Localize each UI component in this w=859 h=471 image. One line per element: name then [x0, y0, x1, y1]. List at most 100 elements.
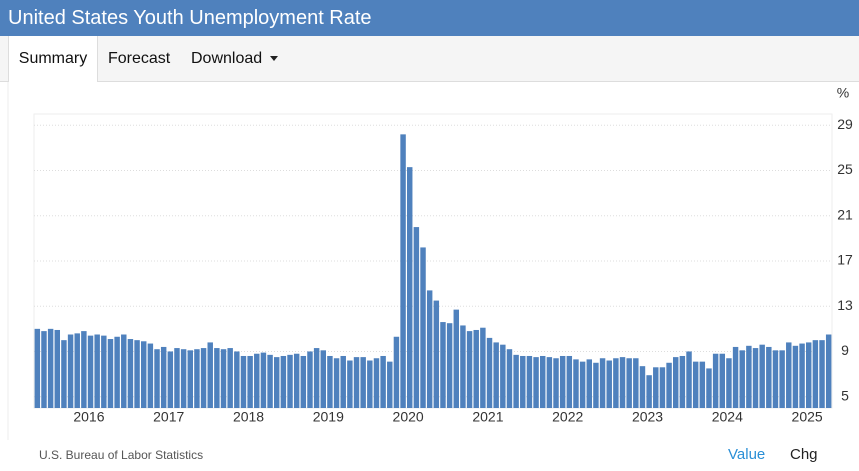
x-tick-label: 2019 [313, 409, 344, 425]
bar [719, 353, 726, 408]
unit-label: % [837, 85, 849, 101]
x-tick-label: 2022 [552, 409, 583, 425]
bar [187, 350, 194, 408]
value-link[interactable]: Value [728, 446, 766, 463]
y-tick-label: 13 [837, 297, 853, 313]
bar [393, 336, 400, 408]
bar [34, 328, 41, 408]
bar [300, 355, 307, 408]
bar [327, 355, 333, 408]
bar [293, 353, 300, 408]
bar [87, 335, 94, 408]
bar [147, 343, 154, 408]
bar [254, 353, 260, 408]
bar [247, 355, 253, 408]
bar [307, 351, 313, 408]
bar [347, 360, 353, 408]
bar [619, 357, 626, 408]
bar [280, 355, 287, 408]
bar [207, 342, 213, 408]
bar [94, 334, 100, 408]
bar [606, 360, 612, 408]
bar [54, 329, 61, 408]
bar [593, 362, 599, 408]
bar [513, 354, 519, 408]
bar [267, 354, 273, 408]
bar [227, 348, 233, 408]
x-tick-label: 2023 [632, 409, 663, 425]
bar [486, 337, 493, 408]
bar [646, 375, 652, 408]
y-tick-label: 9 [841, 342, 849, 358]
bar [420, 247, 426, 408]
bar [586, 359, 593, 408]
x-tick-label: 2020 [393, 409, 424, 425]
bar [573, 359, 579, 408]
bar [214, 348, 220, 408]
bar [520, 355, 526, 408]
bar [732, 346, 739, 408]
bar [61, 340, 67, 408]
y-tick-label: 25 [837, 161, 853, 177]
bar [493, 342, 499, 408]
bar [692, 361, 699, 408]
bar [639, 366, 646, 408]
bar [792, 345, 799, 408]
x-tick-label: 2021 [472, 409, 503, 425]
tab[interactable]: Summary [8, 36, 98, 82]
bar [699, 361, 706, 408]
bar [440, 322, 446, 408]
bar [566, 355, 573, 408]
bar [446, 323, 453, 408]
bar [367, 360, 373, 408]
x-tick-label: 2024 [712, 409, 743, 425]
bar [473, 329, 479, 408]
bar [786, 342, 792, 408]
bar [194, 349, 200, 408]
bar [672, 357, 679, 408]
bar [679, 355, 686, 408]
bar [200, 348, 207, 408]
bar [539, 355, 546, 408]
bar [154, 349, 160, 408]
bar [101, 335, 107, 408]
x-tick-label: 2018 [233, 409, 264, 425]
bar [220, 349, 227, 408]
bar [766, 346, 772, 408]
bar [825, 334, 832, 408]
bar [579, 361, 586, 408]
bar [160, 346, 167, 408]
bar [613, 358, 619, 408]
bar [706, 368, 712, 408]
bar [666, 362, 672, 408]
change-link[interactable]: Chg [790, 446, 818, 463]
bar [240, 355, 247, 408]
bar [453, 309, 460, 408]
bar [127, 339, 134, 408]
bar [413, 227, 420, 408]
bar [659, 367, 666, 408]
bar [121, 334, 127, 408]
tab[interactable]: Forecast [108, 50, 171, 67]
bar [460, 325, 466, 408]
bar [526, 355, 533, 408]
bar [360, 357, 366, 408]
bar [712, 353, 719, 408]
bar [819, 340, 825, 408]
bar [406, 167, 413, 408]
bar [726, 358, 732, 408]
bar [320, 350, 327, 408]
bar [387, 361, 393, 408]
bar [480, 327, 486, 408]
bar [313, 348, 320, 408]
bar [81, 331, 87, 408]
bar [134, 340, 140, 408]
bar [500, 344, 506, 408]
bar [799, 343, 805, 408]
bar [373, 358, 380, 408]
bar [234, 351, 240, 408]
bar [67, 334, 74, 408]
tab[interactable]: Download [191, 36, 278, 81]
bar [340, 355, 346, 408]
